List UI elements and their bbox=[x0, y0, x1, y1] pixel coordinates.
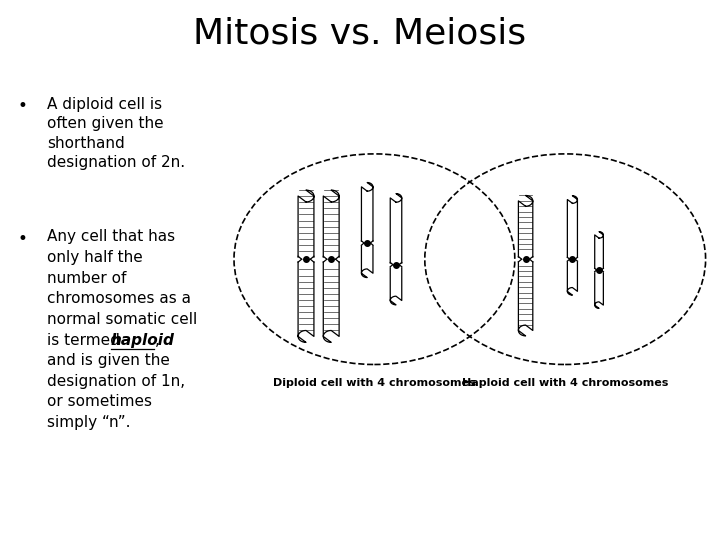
Text: A diploid cell is
often given the
shorthand
designation of 2n.: A diploid cell is often given the shorth… bbox=[47, 97, 185, 170]
Text: and is given the: and is given the bbox=[47, 353, 170, 368]
Polygon shape bbox=[518, 195, 533, 336]
Text: Diploid cell with 4 chromosomes: Diploid cell with 4 chromosomes bbox=[273, 378, 476, 388]
Text: only half the: only half the bbox=[47, 250, 143, 265]
Text: haploid: haploid bbox=[111, 333, 174, 348]
Text: or sometimes: or sometimes bbox=[47, 395, 152, 409]
Polygon shape bbox=[361, 183, 373, 278]
Polygon shape bbox=[595, 232, 603, 308]
Text: number of: number of bbox=[47, 271, 126, 286]
Text: ,: , bbox=[154, 333, 159, 348]
Polygon shape bbox=[567, 195, 577, 295]
Text: Mitosis vs. Meiosis: Mitosis vs. Meiosis bbox=[194, 16, 526, 50]
Text: normal somatic cell: normal somatic cell bbox=[47, 312, 197, 327]
Text: is termed: is termed bbox=[47, 333, 125, 348]
Text: •: • bbox=[18, 230, 28, 247]
Text: •: • bbox=[18, 97, 28, 115]
Polygon shape bbox=[323, 190, 339, 342]
Polygon shape bbox=[390, 193, 402, 305]
Text: Any cell that has: Any cell that has bbox=[47, 230, 175, 245]
Polygon shape bbox=[298, 190, 314, 342]
Text: chromosomes as a: chromosomes as a bbox=[47, 292, 191, 306]
Text: simply “n”.: simply “n”. bbox=[47, 415, 130, 430]
Text: Haploid cell with 4 chromosomes: Haploid cell with 4 chromosomes bbox=[462, 378, 668, 388]
Text: designation of 1n,: designation of 1n, bbox=[47, 374, 185, 389]
